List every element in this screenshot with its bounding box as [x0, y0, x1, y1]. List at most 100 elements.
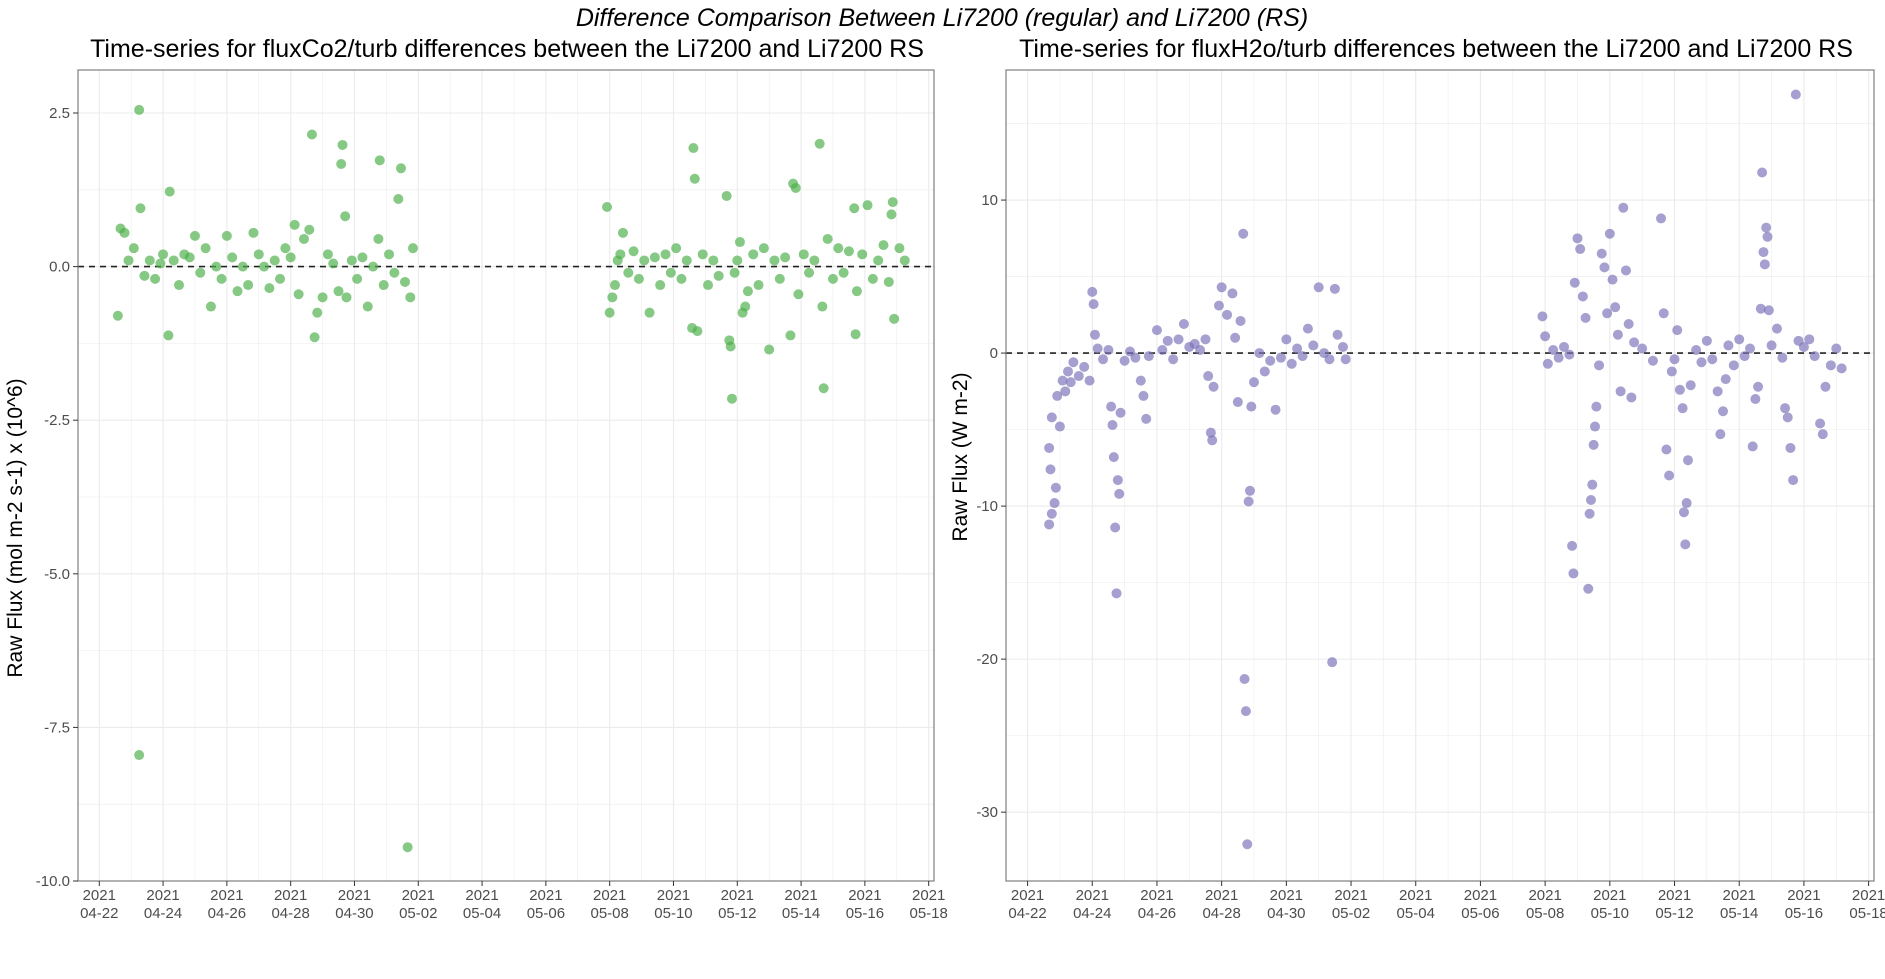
h2o-data-point — [1205, 427, 1216, 438]
co2-data-point — [753, 280, 764, 291]
h2o-data-point — [1114, 488, 1125, 499]
h2o-data-point — [1297, 351, 1308, 362]
co2-data-point — [655, 280, 666, 291]
co2-data-point — [357, 252, 368, 263]
co2-data-point — [312, 307, 323, 318]
co2-y-tick-label: -10.0 — [36, 873, 70, 890]
co2-data-point — [822, 233, 833, 244]
co2-data-point — [785, 330, 796, 341]
co2-data-point — [804, 267, 815, 278]
h2o-data-point — [1302, 323, 1313, 334]
h2o-data-point — [1537, 311, 1548, 322]
h2o-data-point — [1685, 380, 1696, 391]
co2-data-point — [604, 307, 615, 318]
co2-data-point — [692, 326, 703, 337]
co2-x-tick-label-year: 2021 — [83, 887, 116, 904]
co2-data-point — [227, 252, 238, 263]
co2-data-point — [867, 273, 878, 284]
h2o-data-point — [1621, 265, 1631, 276]
co2-data-point — [644, 307, 655, 318]
h2o-data-point — [1672, 325, 1683, 336]
h2o-data-point — [1242, 839, 1253, 850]
h2o-data-point — [1590, 421, 1600, 432]
h2o-data-point — [1647, 355, 1658, 366]
co2-data-point — [857, 249, 868, 260]
co2-y-axis-label: Raw Flux (mol m-2 s-1) x (10^6) — [4, 378, 27, 677]
co2-data-point — [725, 341, 736, 352]
co2-data-point — [289, 219, 300, 230]
co2-data-point — [793, 289, 804, 300]
h2o-data-point — [1151, 325, 1162, 336]
h2o-data-point — [1674, 384, 1685, 395]
h2o-data-point — [1750, 393, 1761, 404]
h2o-x-tick-label-date: 05-14 — [1720, 905, 1758, 922]
h2o-data-point — [1178, 319, 1189, 330]
h2o-data-point — [1057, 375, 1068, 386]
co2-data-point — [873, 255, 884, 266]
h2o-data-point — [1585, 494, 1596, 505]
co2-data-point — [340, 211, 351, 222]
h2o-data-point — [1313, 282, 1324, 293]
h2o-data-point — [1173, 334, 1184, 345]
h2o-x-tick-label-year: 2021 — [1334, 887, 1367, 904]
co2-panel-title: Time-series for fluxCo2/turb differences… — [90, 35, 924, 63]
h2o-x-tick-label-date: 05-04 — [1397, 905, 1435, 922]
co2-data-point — [195, 267, 206, 278]
co2-x-tick-label-year: 2021 — [465, 887, 498, 904]
h2o-gridlines — [1006, 70, 1874, 881]
figure-title: Difference Comparison Between Li7200 (re… — [576, 4, 1308, 32]
h2o-data-point — [1599, 262, 1610, 273]
co2-data-point — [878, 240, 889, 251]
h2o-x-tick-label-year: 2021 — [1270, 887, 1303, 904]
h2o-x-tick-label-date: 04-24 — [1073, 905, 1111, 922]
h2o-data-point — [1691, 345, 1702, 356]
co2-data-point — [237, 261, 248, 272]
co2-data-point — [232, 286, 243, 297]
co2-data-point — [333, 286, 344, 297]
h2o-data-point — [1584, 508, 1595, 519]
co2-y-ticks: -10.0 -7.5 -5.0 -2.5 0.0 2.5 — [36, 105, 78, 890]
co2-data-point — [887, 197, 898, 208]
co2-data-point — [780, 252, 791, 263]
h2o-data-point — [1820, 381, 1831, 392]
h2o-data-point — [1623, 319, 1634, 330]
co2-data-point — [886, 209, 897, 220]
h2o-data-point — [1332, 329, 1343, 340]
co2-data-point — [378, 280, 389, 291]
co2-data-point — [168, 255, 179, 266]
co2-data-point — [843, 246, 854, 257]
h2o-x-tick-label-year: 2021 — [1140, 887, 1173, 904]
h2o-data-point — [1213, 300, 1224, 311]
co2-data-point — [134, 104, 145, 115]
co2-data-point — [851, 286, 862, 297]
h2o-data-point — [1098, 354, 1109, 365]
h2o-data-point — [1664, 470, 1675, 481]
h2o-data-point — [1240, 706, 1251, 717]
h2o-data-point — [1235, 315, 1246, 326]
h2o-data-point — [1265, 355, 1276, 366]
co2-x-tick-label-year: 2021 — [338, 887, 371, 904]
h2o-x-tick-label-year: 2021 — [1593, 887, 1626, 904]
co2-data-point — [293, 289, 304, 300]
h2o-data-point — [1195, 345, 1206, 356]
co2-data-point — [809, 255, 820, 266]
co2-data-point — [374, 155, 385, 166]
h2o-data-point — [1723, 340, 1734, 351]
h2o-data-point — [1745, 343, 1755, 354]
co2-data-point — [144, 255, 155, 266]
h2o-data-point — [1548, 345, 1559, 356]
co2-data-point — [850, 329, 861, 340]
co2-data-point — [894, 243, 905, 254]
h2o-data-point — [1157, 345, 1168, 356]
co2-data-point — [660, 249, 671, 260]
h2o-data-point — [1243, 496, 1254, 507]
co2-panel: Time-series for fluxCo2/turb differences… — [4, 35, 948, 922]
h2o-y-tick-label: -20 — [976, 651, 998, 668]
h2o-x-tick-label-year: 2021 — [1011, 887, 1044, 904]
h2o-y-tick-label: 0 — [990, 345, 998, 362]
h2o-data-point — [1230, 332, 1241, 343]
h2o-x-tick-label-year: 2021 — [1787, 887, 1820, 904]
h2o-data-point — [1572, 233, 1583, 244]
h2o-data-point — [1079, 361, 1090, 372]
co2-x-tick-label-year: 2021 — [657, 887, 690, 904]
